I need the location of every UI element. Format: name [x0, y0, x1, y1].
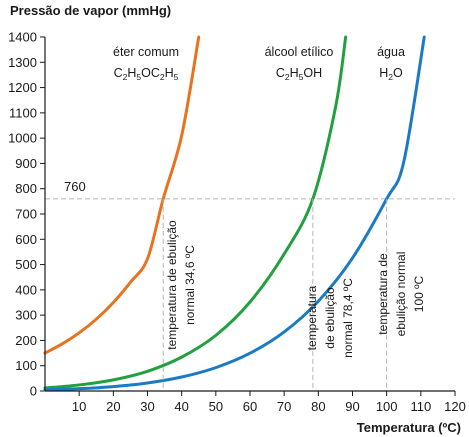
x-tick-label: 10 [72, 399, 86, 414]
formula-symbol: H [290, 66, 299, 80]
annotation-line: temperatura de [376, 253, 390, 335]
formula-symbol: C [114, 66, 123, 80]
series-name-label: álcool etílico [265, 45, 334, 59]
formula-symbol: H [165, 66, 174, 80]
series-layer [43, 35, 426, 392]
x-tick-label: 110 [410, 399, 431, 414]
y-tick-label: 1300 [8, 55, 37, 70]
formula-subscript: 2 [160, 72, 165, 82]
series-curve [43, 35, 201, 355]
series-name-label: água [377, 45, 405, 59]
annotation-line: temperatura de ebulição [165, 220, 179, 350]
x-tick-label: 100 [376, 399, 398, 414]
y-tick-label: 1200 [8, 80, 37, 95]
series-name-label: éter comum [113, 45, 179, 59]
annotation-line: 100 ºC [412, 275, 426, 312]
formula-symbol: H [379, 66, 388, 80]
annotation-line: temperatura [305, 285, 319, 350]
formula-symbol: O [393, 66, 403, 80]
y-tick-label: 500 [15, 257, 37, 272]
formula-symbol: OH [303, 66, 322, 80]
annotation-line: normal 78,4 ºC [341, 278, 355, 358]
y-tick-label: 600 [15, 232, 37, 247]
y-tick-label: 1400 [8, 30, 37, 45]
y-axis-title: Pressão de vapor (mmHg) [10, 3, 171, 18]
x-axis: 10 20 30 40 50 60 70 80 90 100 110 120 [72, 391, 466, 414]
annotation-line: de ebulição [323, 287, 337, 349]
reference-value-label: 760 [64, 179, 86, 194]
formula-subscript: 2 [123, 72, 128, 82]
x-tick-label: 30 [140, 399, 154, 414]
boiling-point-annotation: temperatura de ebulição normal 34,6 ºC [165, 220, 197, 350]
formula-symbol: C [276, 66, 285, 80]
x-axis-title: Temperatura (ºC) [357, 420, 461, 435]
x-tick-label: 120 [444, 399, 466, 414]
series-formula-label: C2H5OH [276, 66, 322, 82]
y-tick-label: 800 [15, 181, 37, 196]
formula-symbol: H [127, 66, 136, 80]
y-tick-label: 1100 [9, 105, 37, 120]
formula-subscript: 5 [299, 72, 304, 82]
x-tick-label: 90 [345, 399, 359, 414]
x-tick-label: 50 [209, 399, 223, 414]
x-tick-label: 80 [311, 399, 325, 414]
y-tick-label: 300 [15, 308, 37, 323]
series-formula-label: C2H5OC2H5 [114, 66, 179, 82]
x-tick-label: 20 [106, 399, 120, 414]
formula-subscript: 5 [174, 72, 179, 82]
formula-subscript: 5 [136, 72, 141, 82]
y-tick-label: 0 [30, 384, 37, 399]
x-tick-label: 40 [174, 399, 188, 414]
x-tick-label: 60 [243, 399, 257, 414]
y-tick-label: 100 [15, 358, 37, 373]
boiling-point-annotation: temperatura de ebulição normal 100 ºC [376, 252, 426, 337]
reference-line-760: 760 [45, 179, 455, 200]
boiling-point-annotation: temperatura de ebulição normal 78,4 ºC [305, 278, 355, 358]
y-axis: 0 100 200 300 400 500 600 700 800 900 1000 1100 1200… [8, 30, 45, 399]
x-tick-label: 70 [277, 399, 291, 414]
series-curve [43, 35, 348, 390]
annotation-line: normal 34,6 ºC [183, 245, 197, 325]
formula-symbol: OC [141, 66, 160, 80]
y-tick-label: 900 [15, 156, 37, 171]
y-tick-label: 400 [15, 282, 37, 297]
series-curve [43, 35, 426, 392]
formula-subscript: 2 [285, 72, 290, 82]
annotation-line: ebulição normal [394, 252, 408, 337]
formula-subscript: 2 [388, 72, 393, 82]
y-tick-label: 200 [15, 333, 37, 348]
y-tick-label: 700 [15, 207, 37, 222]
series-formula-label: H2O [379, 66, 403, 82]
y-tick-label: 1000 [8, 131, 37, 146]
